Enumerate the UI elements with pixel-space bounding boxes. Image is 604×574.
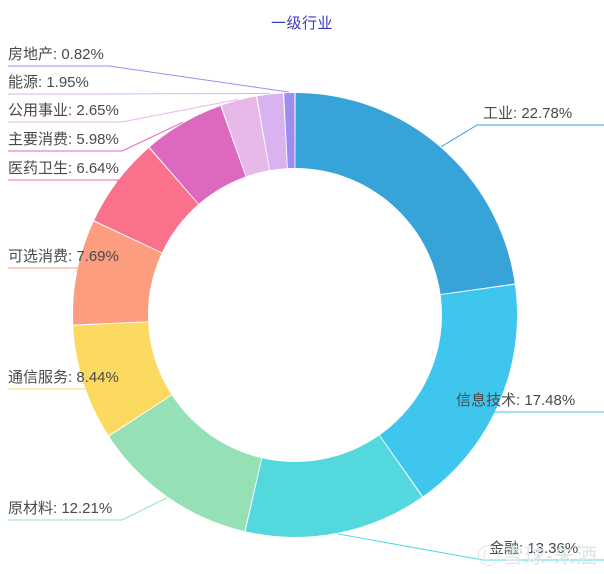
slice-label-yiyaoweisheng: 医药卫生: 6.64% xyxy=(8,160,119,177)
slice-label-gongyongshiye: 公用事业: 2.65% xyxy=(8,102,119,119)
leader-line-nengyuan xyxy=(8,92,270,95)
slice-label-kexuanxiaofei: 可选消费: 7.69% xyxy=(8,248,119,265)
leader-line-zhuyaoxiaofei xyxy=(8,121,183,152)
donut-slices-group xyxy=(73,93,517,537)
donut-slice-7[interactable] xyxy=(149,105,246,204)
slice-label-tongxinfuwu: 通信服务: 8.44% xyxy=(8,369,119,386)
leader-line-yiyaoweisheng xyxy=(8,179,123,182)
watermark: 雪球-朱酒 xyxy=(478,540,598,570)
donut-slice-0[interactable] xyxy=(295,93,515,295)
donut-slice-9[interactable] xyxy=(257,93,288,171)
slice-label-jinrong: 金融: 13.36% xyxy=(489,540,579,557)
donut-slice-8[interactable] xyxy=(221,96,270,177)
donut-slice-3[interactable] xyxy=(109,395,262,532)
donut-slice-1[interactable] xyxy=(379,284,517,497)
slice-label-zhuyaoxiaofei: 主要消费: 5.98% xyxy=(8,131,119,148)
xueqiu-logo-icon xyxy=(478,544,499,566)
leader-line-tongxinfuwu xyxy=(8,382,123,390)
leader-line-yuancailiao xyxy=(8,497,168,521)
donut-slice-4[interactable] xyxy=(73,322,172,436)
slice-label-fangdichan: 房地产: 0.82% xyxy=(8,46,104,63)
leader-line-xinxijishu xyxy=(449,403,604,413)
slice-label-yuancailiao: 原材料: 12.21% xyxy=(8,500,113,517)
slice-label-nengyuan: 能源: 1.95% xyxy=(8,74,89,91)
donut-slice-10[interactable] xyxy=(284,93,295,169)
leader-line-kexuanxiaofei xyxy=(8,267,123,273)
leader-line-gongye xyxy=(441,124,604,148)
slice-label-gongye: 工业: 22.78% xyxy=(483,105,573,122)
chart-title: 一级行业 xyxy=(270,15,333,32)
slice-label-xinxijishu: 信息技术: 17.48% xyxy=(456,392,576,409)
leader-line-gongyongshiye xyxy=(8,98,239,123)
leader-lines-group xyxy=(8,65,604,561)
donut-slice-6[interactable] xyxy=(94,147,199,253)
donut-slice-2[interactable] xyxy=(245,435,423,537)
donut-slice-5[interactable] xyxy=(73,221,162,325)
leader-line-fangdichan xyxy=(8,65,290,93)
watermark-text: 雪球-朱酒 xyxy=(502,545,598,568)
